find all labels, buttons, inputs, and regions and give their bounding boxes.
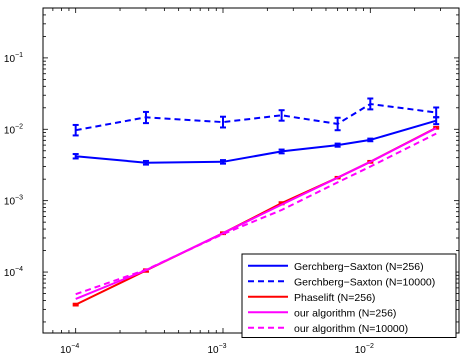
legend-label: Gerchberg−Saxton (N=256) [294, 261, 424, 273]
x-tick-label: 10−2 [355, 343, 374, 356]
legend-label: our algorithm (N=10000) [294, 323, 408, 335]
x-tick-labels: 10−4 10−3 10−2 [60, 343, 374, 356]
y-tick-label: 10−2 [4, 123, 23, 136]
y-tick-labels: 10−4 10−3 10−2 10−1 [4, 52, 23, 279]
error-bar [334, 116, 341, 132]
series-4 [75, 132, 437, 296]
error-bar [219, 159, 226, 165]
y-tick-label: 10−1 [4, 52, 23, 65]
legend-item: Gerchberg−Saxton (N=256) [248, 261, 424, 273]
error-bar [219, 115, 226, 129]
legend: Gerchberg−Saxton (N=256) Gerchberg−Saxton… [241, 253, 457, 338]
error-bar [433, 106, 440, 119]
legend-item: Gerchberg−Saxton (N=10000) [248, 276, 435, 288]
series-line [75, 102, 437, 132]
series-line [75, 132, 437, 296]
error-bar [142, 159, 149, 166]
error-bar [72, 153, 79, 160]
error-bar [278, 109, 285, 122]
error-bar [72, 123, 79, 137]
error-bar [334, 142, 341, 148]
error-bar [72, 302, 79, 307]
x-tick-label: 10−4 [60, 343, 79, 356]
legend-label: our algorithm (N=256) [294, 307, 396, 319]
error-bar [367, 97, 374, 111]
legend-label: Gerchberg−Saxton (N=10000) [294, 276, 435, 288]
series-0 [72, 116, 440, 166]
y-tick-label: 10−3 [4, 195, 23, 208]
legend-item: our algorithm (N=10000) [248, 323, 408, 335]
series-1 [72, 97, 440, 137]
y-tick-label: 10−4 [4, 266, 23, 279]
error-bar [278, 148, 285, 155]
x-tick-label: 10−3 [207, 343, 226, 356]
axis-ticks [42, 7, 460, 333]
legend-label: Phaselift (N=256) [294, 292, 375, 304]
series-layer [72, 97, 440, 307]
error-bar [367, 137, 374, 143]
legend-item: our algorithm (N=256) [248, 307, 396, 319]
error-bar [142, 110, 149, 125]
legend-item: Phaselift (N=256) [248, 292, 375, 304]
